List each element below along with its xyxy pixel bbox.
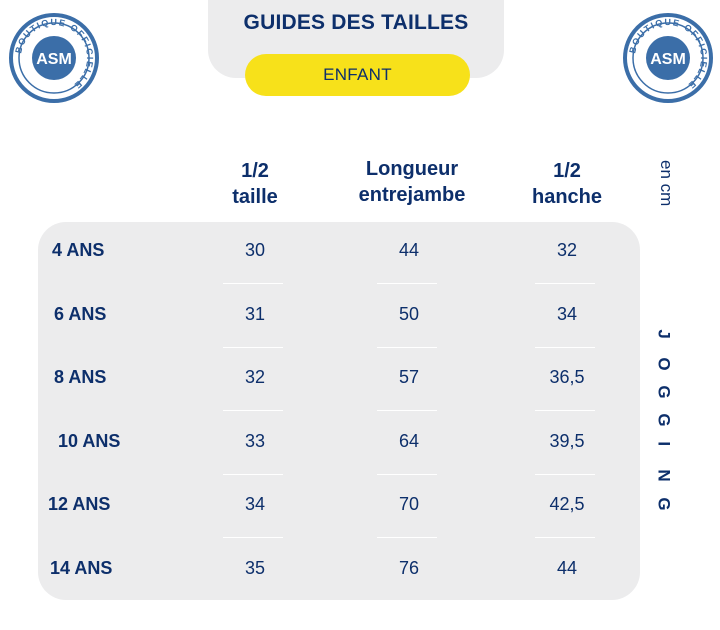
row-divider [535, 410, 595, 411]
product-type-letter: G [654, 497, 674, 511]
product-type-letter: J [654, 329, 674, 339]
table-cell: 44 [556, 557, 578, 578]
table-cell: 31 [244, 303, 266, 324]
table-cell: 34 [556, 303, 578, 324]
table-cell: 39,5 [549, 430, 585, 451]
row-label: 14 ANS [50, 557, 113, 578]
row-label: 10 ANS [58, 430, 121, 451]
column-header-inseam: Longueur entrejambe [332, 156, 492, 208]
table-cell: 50 [398, 303, 420, 324]
product-type-letter: G [654, 385, 674, 399]
table-cell: 70 [398, 494, 420, 514]
table-cell: 76 [398, 557, 420, 578]
table-cell: 44 [398, 240, 420, 260]
row-divider [535, 346, 595, 348]
product-type-letter: I [654, 441, 674, 447]
row-divider [377, 473, 437, 475]
row-divider [377, 410, 437, 411]
table-cell: 34 [244, 494, 266, 514]
table-cell: 30 [244, 240, 266, 260]
page-title: GUIDES DES TAILLES [243, 11, 469, 34]
row-divider [223, 346, 283, 348]
column-header-line2: entrejambe [358, 184, 466, 206]
table-cell: 32 [556, 240, 578, 260]
boutique-officielle-logo-right: ASM BOUTIQUE OFFICIELLE [623, 13, 713, 103]
table-cell: 32 [244, 367, 266, 387]
table-cell: 42,5 [549, 494, 585, 514]
boutique-officielle-logo-left: ASM BOUTIQUE OFFICIELLE [9, 13, 99, 103]
column-header-line1: 1/2 [241, 160, 269, 182]
table-cell: 36,5 [549, 367, 585, 387]
row-label: 12 ANS [48, 494, 111, 514]
row-divider [377, 537, 437, 538]
table-cell: 64 [398, 430, 420, 451]
table-cell: 35 [244, 557, 266, 578]
table-cell: 33 [244, 430, 266, 451]
row-divider [535, 537, 595, 538]
size-table [38, 222, 640, 600]
category-pill: ENFANT [245, 54, 470, 96]
row-divider [377, 346, 437, 348]
row-label: 8 ANS [54, 367, 107, 387]
row-divider [223, 537, 283, 538]
column-header-half-hip: 1/2 hanche [512, 158, 622, 210]
row-divider [223, 473, 283, 475]
column-header-line2: taille [232, 186, 278, 208]
row-divider [377, 283, 437, 284]
row-label: 4 ANS [52, 240, 105, 260]
table-cell: 57 [398, 367, 420, 387]
row-divider [223, 283, 283, 284]
product-type-letter: G [654, 413, 674, 427]
row-divider [535, 473, 595, 475]
product-type-letter: N [654, 469, 674, 482]
row-divider [535, 283, 595, 284]
column-header-line1: 1/2 [553, 160, 581, 182]
column-header-line2: hanche [531, 186, 603, 208]
product-type-letter: O [654, 357, 674, 371]
logo-monogram: ASM [36, 51, 72, 68]
row-divider [223, 410, 283, 411]
logo-monogram: ASM [650, 51, 686, 68]
unit-label: en cm [657, 160, 676, 207]
column-header-half-waist: 1/2 taille [200, 158, 310, 210]
row-label: 6 ANS [54, 303, 107, 324]
column-header-line1: Longueur [365, 158, 459, 180]
